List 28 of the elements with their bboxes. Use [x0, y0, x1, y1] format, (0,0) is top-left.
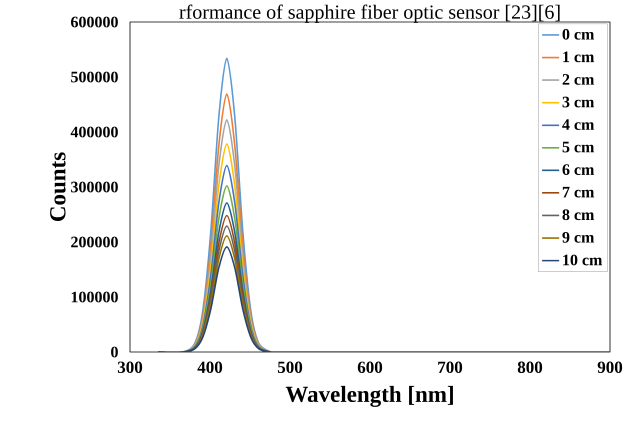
legend-label: 8 cm — [562, 209, 594, 220]
y-tick-label: 400000 — [70, 126, 118, 138]
y-tick-label: 300000 — [71, 182, 118, 192]
y-tick-label: 600000 — [71, 16, 118, 28]
legend-label: 7 cm — [562, 186, 594, 198]
legend-label: 9 cm — [562, 232, 594, 243]
legend-label: 0 cm — [562, 28, 594, 40]
y-tick-label: 500000 — [71, 72, 118, 82]
legend-label: 5 cm — [562, 142, 594, 152]
x-tick-label: 400 — [197, 362, 222, 374]
legend-label: 6 cm — [562, 164, 594, 176]
legend-label: 2 cm — [562, 74, 594, 85]
x-tick-label: 300 — [118, 362, 142, 374]
legend-label: 10 cm — [563, 254, 602, 266]
x-tick-label: 800 — [518, 362, 542, 374]
x-axis-title: Wavelength [nm] — [286, 386, 453, 407]
x-tick-label: 700 — [438, 362, 462, 374]
y-axis-title: Counts — [50, 152, 66, 222]
x-tick-label: 500 — [278, 362, 302, 374]
x-tick-label: 600 — [358, 362, 382, 374]
legend-label: 3 cm — [562, 96, 594, 108]
legend-label: 1 cm — [563, 52, 594, 62]
y-tick-label: 0 — [111, 346, 118, 358]
y-tick-label: 100000 — [72, 292, 118, 302]
legend-label: 4 cm — [562, 119, 594, 130]
x-tick-label: 900 — [598, 362, 622, 374]
chart-title: rformance of sapphire fiber optic sensor [23][6] — [179, 4, 560, 23]
y-tick-label: 200000 — [71, 236, 118, 248]
